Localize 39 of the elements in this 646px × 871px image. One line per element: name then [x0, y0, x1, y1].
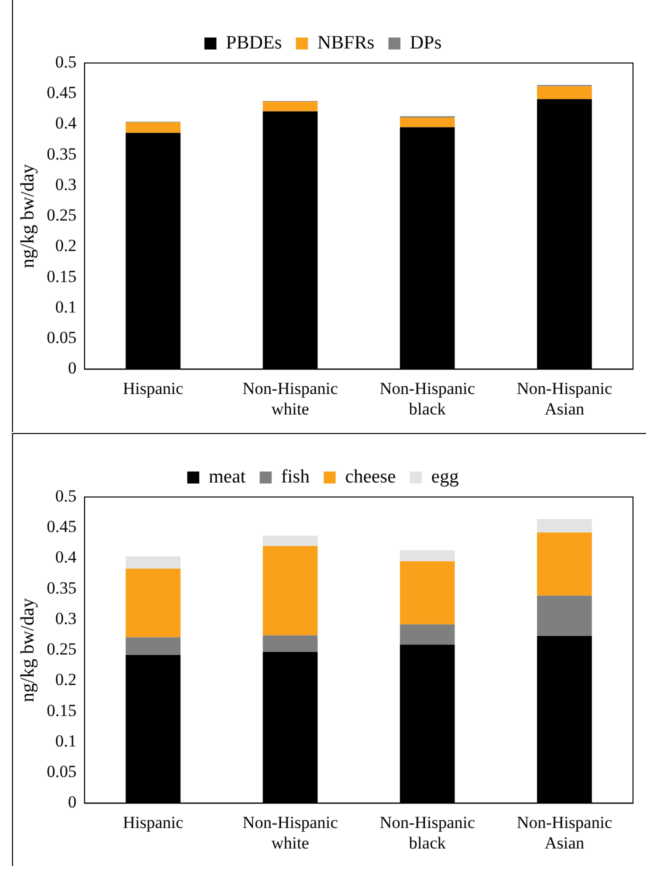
y-tick-label: 0.05 [46, 328, 77, 348]
x-tick-label: Non-Hispanic white [242, 812, 338, 852]
legend-label: meat [208, 466, 246, 488]
y-tick-label: 0.3 [55, 174, 77, 194]
y-tick-label: 0.45 [46, 517, 77, 536]
x-tick-label: Non-Hispanic black [380, 812, 476, 852]
y-tick-label: 0 [68, 358, 77, 378]
legend-label: NBFRs [317, 32, 374, 54]
y-tick-label: 0.15 [46, 700, 77, 720]
y-tick-label: 0.35 [46, 144, 77, 164]
y-tick-label: 0.1 [55, 731, 77, 750]
y-tick-label: 0.5 [55, 52, 77, 72]
x-tick-label: Non-Hispanic Asian [516, 378, 613, 418]
y-axis-title: ng/kg bw/day [17, 598, 38, 702]
legend-label: cheese [345, 466, 396, 488]
legend-label: egg [431, 466, 460, 488]
y-tick-label: 0.1 [55, 297, 77, 316]
y-tick-label: 0 [68, 792, 77, 812]
y-tick-label: 0.5 [55, 486, 77, 506]
x-tick-label: Non-Hispanic white [242, 378, 338, 418]
legend-label: fish [281, 466, 310, 488]
y-tick-label: 0.4 [55, 548, 78, 567]
y-tick-label: 0.45 [46, 83, 77, 102]
y-tick-label: 0.25 [46, 206, 77, 225]
y-tick-label: 0.4 [55, 114, 78, 133]
y-tick-label: 0.25 [46, 640, 77, 659]
y-tick-label: 0.2 [55, 670, 77, 690]
x-tick-label: Hispanic [122, 812, 184, 832]
y-tick-label: 0.2 [55, 236, 77, 256]
legend-label: DPs [410, 32, 442, 54]
y-tick-label: 0.35 [46, 578, 77, 598]
x-tick-label: Non-Hispanic Asian [516, 812, 613, 852]
y-tick-label: 0.15 [46, 266, 77, 286]
x-tick-label: Hispanic [122, 378, 184, 398]
legend-label: PBDEs [226, 32, 282, 54]
x-tick-label: Non-Hispanic black [380, 378, 476, 418]
y-tick-label: 0.3 [55, 608, 77, 628]
y-tick-label: 0.05 [46, 762, 77, 782]
y-axis-title: ng/kg bw/day [17, 164, 38, 268]
